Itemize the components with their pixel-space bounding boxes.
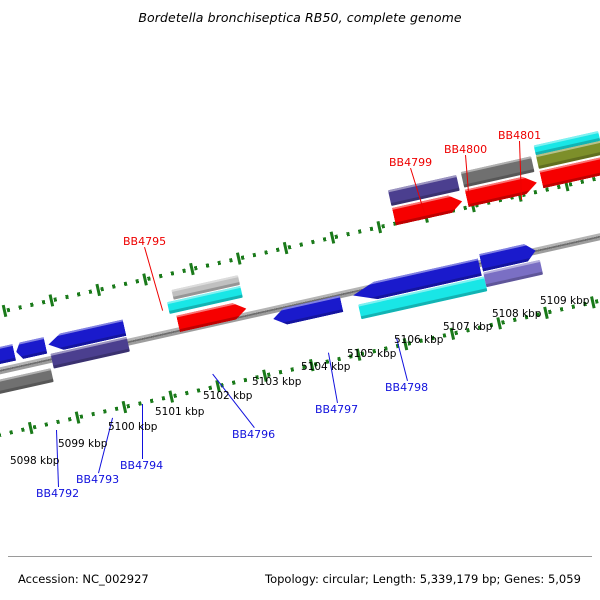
ruler-tick	[329, 231, 336, 244]
gene-label-bb4793[interactable]: BB4793	[76, 473, 120, 486]
ruler-label-5108: 5108 kbp	[492, 308, 542, 320]
ruler-label-5099: 5099 kbp	[58, 438, 108, 450]
ruler-tick	[543, 306, 549, 320]
ruler-label-5109: 5109 kbp	[540, 295, 590, 307]
ruler-tick	[142, 273, 148, 286]
ruler-tick	[168, 390, 175, 403]
gene-label-bb4795[interactable]: BB4795	[123, 235, 167, 248]
ruler-tick	[189, 262, 195, 276]
gene-glyph-layer	[0, 73, 600, 402]
footer-divider	[8, 556, 592, 557]
gene-label-bb4799[interactable]: BB4799	[389, 156, 433, 169]
gene-label-bb4798[interactable]: BB4798	[385, 381, 429, 394]
genome-details-text: Topology: circular; Length: 5,339,179 bp…	[265, 572, 581, 586]
accession-text: Accession: NC_002927	[18, 572, 149, 586]
ruler-tick	[590, 296, 596, 309]
ruler-label-5107: 5107 kbp	[443, 321, 493, 333]
ruler-label-5106: 5106 kbp	[394, 334, 444, 346]
ruler-tick	[74, 411, 81, 424]
ruler-tick	[376, 220, 383, 234]
gene-label-bb4794[interactable]: BB4794	[120, 459, 164, 472]
ruler-label-5101: 5101 kbp	[155, 406, 205, 418]
gene-label-bb4797[interactable]: BB4797	[315, 403, 359, 416]
ruler-tick	[235, 252, 242, 265]
bar-left-grey[interactable]	[0, 368, 54, 402]
ruler-label-5098: 5098 kbp	[10, 455, 60, 467]
gene-label-bb4796[interactable]: BB4796	[232, 428, 276, 441]
gene-label-bb4800[interactable]: BB4800	[444, 143, 488, 156]
ruler-label-5105: 5105 kbp	[347, 348, 397, 360]
ruler-tick	[1, 304, 8, 318]
ruler-tick	[121, 400, 128, 414]
gene-label-bb4792[interactable]: BB4792	[36, 487, 80, 500]
ruler-label-5104: 5104 kbp	[301, 361, 351, 373]
gene-label-bb4801[interactable]: BB4801	[498, 129, 542, 142]
ruler-label-5102: 5102 kbp	[203, 390, 253, 402]
page-title: Bordetella bronchiseptica RB50, complete…	[138, 10, 462, 25]
ruler-tick	[27, 421, 34, 435]
ruler-label-5100: 5100 kbp	[108, 421, 158, 433]
ruler-tick	[48, 294, 55, 307]
ruler-tick	[282, 241, 289, 255]
ruler-tick	[95, 283, 101, 297]
ruler-label-5103: 5103 kbp	[252, 376, 302, 388]
